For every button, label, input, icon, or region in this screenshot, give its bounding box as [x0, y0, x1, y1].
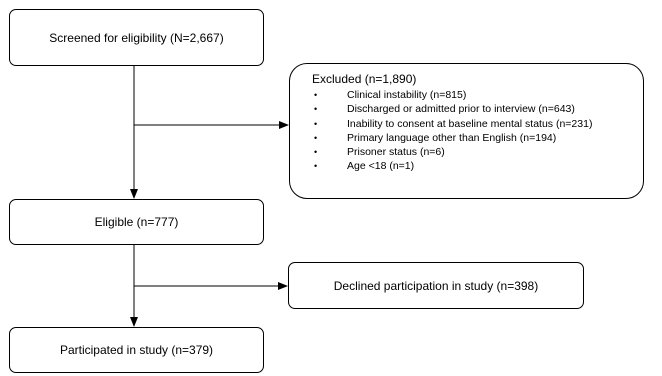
bullet-icon: •: [314, 118, 318, 129]
bullet-icon: •: [314, 147, 318, 158]
screened-label: Screened for eligibility (N=2,667): [49, 30, 224, 45]
excluded-reason: • Primary language other than English (n=…: [312, 131, 643, 145]
declined-box: Declined participation in study (n=398): [288, 262, 584, 309]
excluded-reason: • Inability to consent at baseline mental…: [312, 117, 643, 131]
excluded-reason-text: Discharged or admitted prior to intervie…: [347, 103, 575, 116]
excluded-title: Excluded (n=1,890): [312, 72, 417, 86]
excluded-reason: • Clinical instability (n=815): [312, 88, 643, 102]
eligible-label: Eligible (n=777): [94, 215, 179, 229]
participated-box: Participated in study (n=379): [9, 327, 264, 373]
bullet-icon: •: [314, 132, 318, 143]
excluded-reason-text: Inability to consent at baseline mental …: [347, 117, 593, 130]
bullet-icon: •: [314, 161, 318, 172]
excluded-reason-text: Clinical instability (n=815): [347, 89, 467, 101]
excluded-reason-text: Primary language other than English (n=1…: [347, 131, 557, 144]
excluded-reason: • Age <18 (n=1): [312, 159, 643, 173]
excluded-reasons-list: • Clinical instability (n=815) • Discharge…: [312, 88, 643, 174]
screened-box: Screened for eligibility (N=2,667): [9, 9, 264, 66]
eligible-box: Eligible (n=777): [9, 199, 264, 245]
declined-label: Declined participation in study (n=398): [333, 278, 539, 293]
excluded-reason-text: Prisoner status (n=6): [347, 146, 445, 159]
excluded-reason-text: Age <18 (n=1): [347, 160, 415, 173]
excluded-reason: • Prisoner status (n=6): [312, 145, 643, 159]
participated-label: Participated in study (n=379): [59, 343, 214, 357]
bullet-icon: •: [314, 104, 318, 115]
bullet-icon: •: [314, 90, 318, 100]
excluded-reason: • Discharged or admitted prior to intervi…: [312, 102, 643, 116]
excluded-box: Excluded (n=1,890) • Clinical instability…: [289, 63, 644, 199]
